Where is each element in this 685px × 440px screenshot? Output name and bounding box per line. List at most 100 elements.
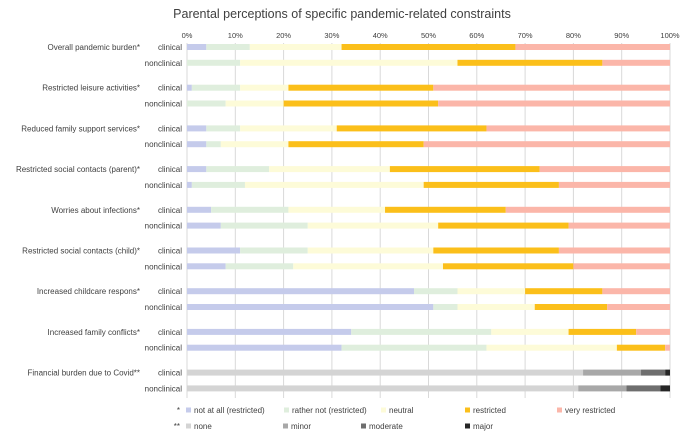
bar-segment (433, 247, 559, 254)
x-tick-label: 60% (469, 31, 484, 40)
bar-segment (438, 222, 569, 229)
legend-marker: * (177, 406, 180, 415)
bar-segment (539, 166, 670, 173)
category-label: Restricted leisure activities* (42, 84, 140, 93)
legend-swatch (186, 407, 191, 413)
bar-segment (244, 181, 424, 188)
bar-segment (206, 44, 250, 50)
bar-segment (187, 385, 579, 392)
category-label: Worries about infections* (51, 206, 140, 215)
bar-segment (433, 84, 670, 91)
x-tick-label: 90% (614, 31, 629, 40)
group-label: nonclinical (145, 222, 183, 231)
x-tick-label: 50% (421, 31, 436, 40)
bar-segment (240, 125, 337, 132)
category-label: Financial burden due to Covid** (27, 369, 140, 378)
bar-segment (525, 288, 603, 295)
bar-segment (665, 344, 670, 351)
x-tick-label: 30% (324, 31, 339, 40)
bar-segment (187, 84, 192, 91)
bar-segment (225, 263, 294, 270)
bar-segment (385, 206, 506, 213)
legend-swatch (557, 407, 562, 413)
group-label: clinical (158, 206, 182, 215)
bar-segment (288, 141, 424, 148)
category-label: Overall pandemic burden* (48, 43, 141, 52)
bar-segment (187, 247, 241, 254)
group-label: nonclinical (145, 59, 183, 68)
bar-segment (191, 84, 241, 91)
bar-segment (457, 59, 603, 66)
bar-segment (341, 344, 487, 351)
legend-label: rather not (restricted) (292, 406, 367, 415)
bar-segment (486, 125, 670, 132)
legend-marker: ** (174, 422, 180, 431)
bar-segment (220, 141, 289, 148)
category-label: Restricted social contacts (parent)* (16, 165, 140, 174)
legend-swatch (284, 407, 289, 413)
bar-segment (457, 288, 526, 295)
bar-segment (187, 263, 226, 270)
x-tick-label: 0% (182, 31, 193, 40)
bar-segment (578, 385, 627, 392)
bar-segment (515, 44, 670, 50)
bar-segment (293, 263, 443, 270)
category-label: Increased family conflicts* (48, 328, 140, 337)
bar-segment (341, 44, 516, 50)
bar-segment (249, 44, 342, 50)
bar-segment (187, 59, 241, 66)
group-label: clinical (158, 43, 182, 52)
x-tick-label: 20% (276, 31, 291, 40)
bar-segment (283, 100, 439, 107)
bar-segment (211, 206, 289, 213)
legend-swatch (465, 423, 470, 429)
bar-segment (423, 181, 559, 188)
bar-segment (602, 288, 670, 295)
legend-swatch (186, 423, 191, 429)
group-label: clinical (158, 287, 182, 296)
group-label: nonclinical (145, 344, 183, 353)
bar-segment (636, 328, 670, 335)
bar-segment (206, 141, 221, 148)
bar-segment (616, 344, 666, 351)
bar-segment (240, 59, 458, 66)
bar-segment (573, 263, 670, 270)
legend-swatch (361, 423, 366, 429)
group-label: clinical (158, 369, 182, 378)
bar-segment (442, 263, 574, 270)
bar-segment (558, 181, 670, 188)
category-label: Restricted social contacts (child)* (22, 247, 140, 256)
bar-segment (187, 166, 207, 173)
bar-segment (558, 247, 670, 254)
bar-segment (206, 166, 270, 173)
legend-label: none (194, 422, 212, 431)
x-tick-label: 10% (228, 31, 243, 40)
bar-segment (307, 222, 439, 229)
bar-segment (269, 166, 390, 173)
bar-segment (602, 59, 670, 66)
group-label: nonclinical (145, 181, 183, 190)
legend-swatch (465, 407, 470, 413)
bar-segment (288, 206, 386, 213)
bar-segment (307, 247, 434, 254)
bar-segment (336, 125, 487, 132)
bar-segment (491, 328, 569, 335)
legend-label: minor (291, 422, 311, 431)
group-label: nonclinical (145, 384, 183, 393)
bar-segment (187, 288, 415, 295)
bar-segment (288, 84, 434, 91)
group-label: clinical (158, 165, 182, 174)
bar-segment (206, 125, 241, 132)
bar-segment (191, 181, 245, 188)
bar-segment (607, 304, 670, 310)
legend-label: neutral (389, 406, 414, 415)
bar-segment (187, 125, 207, 132)
group-label: clinical (158, 124, 182, 133)
bar-segment (220, 222, 308, 229)
group-label: clinical (158, 328, 182, 337)
bar-segment (423, 141, 670, 148)
chart-title: Parental perceptions of specific pandemi… (173, 7, 511, 21)
category-label: Increased childcare respons* (37, 287, 140, 296)
